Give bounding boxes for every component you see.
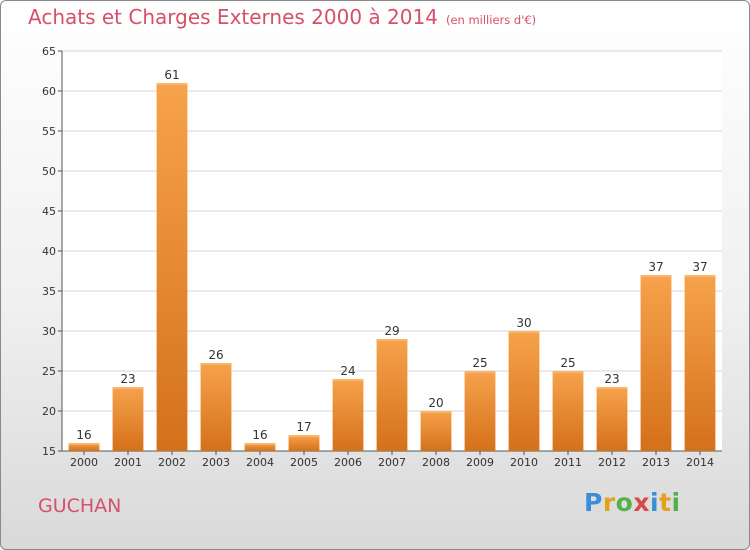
y-tick-label: 60: [42, 85, 56, 98]
bar-2002: [156, 83, 188, 451]
data-label-2008: 20: [428, 396, 443, 410]
y-tick-label: 40: [42, 245, 56, 258]
x-tick-label-2012: 2012: [598, 456, 626, 469]
logo-letter: r: [602, 488, 616, 517]
logo-letter: P: [584, 488, 603, 517]
bar-top-highlight: [200, 363, 232, 365]
y-tick-label: 20: [42, 405, 56, 418]
bar-2006: [332, 379, 364, 451]
title-unit: (en milliers d'€): [445, 13, 537, 27]
logo-letter: t: [659, 488, 672, 517]
x-tick-label-2007: 2007: [378, 456, 406, 469]
bar-2005: [288, 435, 320, 451]
bar-2013: [640, 275, 672, 451]
bar-2003: [200, 363, 232, 451]
data-label-2000: 16: [76, 428, 91, 442]
x-tick-label-2001: 2001: [114, 456, 142, 469]
x-tick-label-2011: 2011: [554, 456, 582, 469]
y-tick-label: 30: [42, 325, 56, 338]
data-label-2013: 37: [648, 260, 663, 274]
bar-top-highlight: [68, 443, 100, 445]
x-tick-label-2002: 2002: [158, 456, 186, 469]
chart-title: Achats et Charges Externes 2000 à 2014 (e…: [28, 5, 536, 29]
data-label-2005: 17: [296, 420, 311, 434]
bar-top-highlight: [288, 435, 320, 437]
bar-top-highlight: [376, 339, 408, 341]
data-label-2003: 26: [208, 348, 223, 362]
bar-top-highlight: [508, 331, 540, 333]
bar-2004: [244, 443, 276, 451]
x-tick-label-2009: 2009: [466, 456, 494, 469]
x-tick-label-2000: 2000: [70, 456, 98, 469]
y-tick-label: 15: [42, 445, 56, 458]
x-tick-label-2013: 2013: [642, 456, 670, 469]
x-tick-label-2004: 2004: [246, 456, 274, 469]
bar-top-highlight: [112, 387, 144, 389]
x-tick-label-2010: 2010: [510, 456, 538, 469]
y-tick-label: 55: [42, 125, 56, 138]
bar-2011: [552, 371, 584, 451]
logo-letter: i: [671, 488, 681, 517]
data-label-2010: 30: [516, 316, 531, 330]
y-tick-label: 35: [42, 285, 56, 298]
bar-top-highlight: [464, 371, 496, 373]
x-tick-label-2008: 2008: [422, 456, 450, 469]
data-label-2002: 61: [164, 68, 179, 82]
x-tick-label-2006: 2006: [334, 456, 362, 469]
x-tick-label-2003: 2003: [202, 456, 230, 469]
bar-top-highlight: [156, 83, 188, 85]
bar-2014: [684, 275, 716, 451]
location-name: GUCHAN: [38, 495, 122, 517]
bar-2010: [508, 331, 540, 451]
data-label-2001: 23: [120, 372, 135, 386]
data-label-2014: 37: [692, 260, 707, 274]
logo-letter: i: [650, 488, 660, 517]
bar-2007: [376, 339, 408, 451]
x-tick-label-2005: 2005: [290, 456, 318, 469]
bar-2001: [112, 387, 144, 451]
bar-2012: [596, 387, 628, 451]
y-tick-label: 25: [42, 365, 56, 378]
bar-top-highlight: [684, 275, 716, 277]
x-tick-label-2014: 2014: [686, 456, 714, 469]
logo-letter: o: [615, 488, 634, 517]
bar-2008: [420, 411, 452, 451]
data-label-2007: 29: [384, 324, 399, 338]
logo-letter: x: [633, 488, 650, 517]
y-tick-label: 45: [42, 205, 56, 218]
bar-top-highlight: [552, 371, 584, 373]
proxiti-logo: Proxiti: [584, 488, 681, 517]
bar-top-highlight: [244, 443, 276, 445]
data-label-2004: 16: [252, 428, 267, 442]
title-main: Achats et Charges Externes 2000 à 2014: [28, 5, 438, 29]
data-label-2006: 24: [340, 364, 355, 378]
data-label-2009: 25: [472, 356, 487, 370]
bar-2000: [68, 443, 100, 451]
bar-top-highlight: [420, 411, 452, 413]
y-tick-label: 50: [42, 165, 56, 178]
bar-top-highlight: [596, 387, 628, 389]
data-label-2011: 25: [560, 356, 575, 370]
y-tick-label: 65: [42, 45, 56, 58]
bar-2009: [464, 371, 496, 451]
bar-top-highlight: [332, 379, 364, 381]
data-label-2012: 23: [604, 372, 619, 386]
bar-top-highlight: [640, 275, 672, 277]
